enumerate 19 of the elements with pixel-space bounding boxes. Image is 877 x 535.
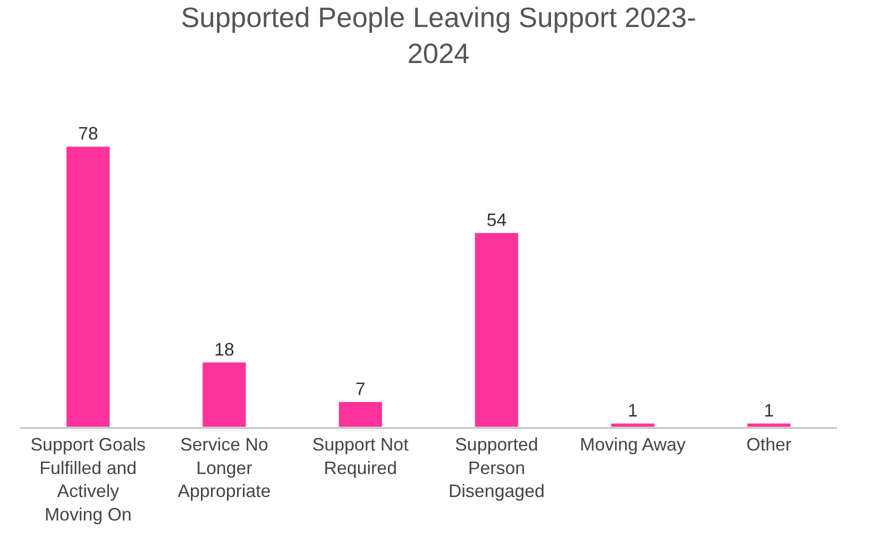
data-label: 1	[628, 400, 638, 420]
data-label: 1	[764, 400, 774, 420]
x-tick-label: Other	[746, 434, 792, 454]
x-tick-label: Support Goals Fulfilled and Actively Moving On	[30, 434, 146, 525]
x-tick-label: Support Not Required	[312, 434, 408, 478]
data-label: 7	[355, 378, 366, 399]
chart-title: Supported People Leaving Support 2023-2024	[180, 2, 696, 70]
data-label: 54	[486, 210, 507, 230]
x-tick-label: Supported Person Disengaged	[448, 434, 545, 502]
bar	[66, 146, 110, 427]
x-tick-label: Moving Away	[580, 434, 686, 454]
bar	[338, 402, 382, 427]
data-label: 78	[78, 123, 98, 144]
bar	[746, 423, 791, 427]
data-label: 18	[214, 339, 234, 360]
x-tick-label: Service No Longer Appropriate	[178, 434, 271, 502]
bar	[202, 362, 246, 427]
bar	[474, 232, 519, 427]
bar	[610, 423, 655, 427]
